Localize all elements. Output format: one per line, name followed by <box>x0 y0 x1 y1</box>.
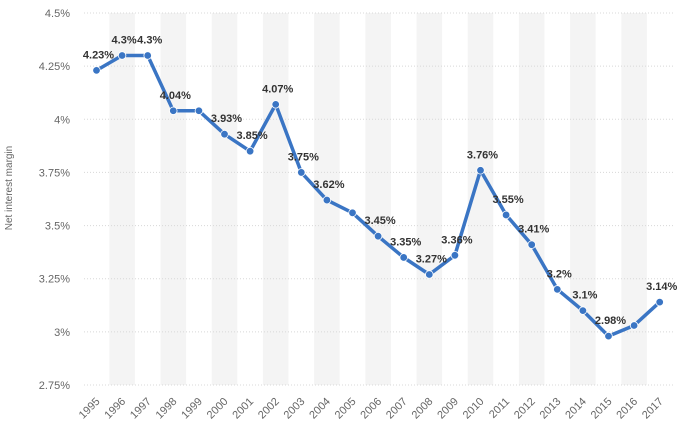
y-tick-label: 3.25% <box>39 274 70 286</box>
x-tick-label: 2010 <box>461 396 487 422</box>
data-label-2004: 3.62% <box>313 179 344 191</box>
x-tick-label: 2011 <box>487 396 512 421</box>
x-tick-label: 2006 <box>358 396 384 422</box>
x-tick-label: 2015 <box>589 396 615 422</box>
data-point-2015 <box>604 331 613 341</box>
x-tick-label: 2003 <box>282 396 308 422</box>
x-tick-label: 2005 <box>333 396 359 422</box>
y-tick-label: 4.25% <box>39 61 70 73</box>
data-label-2000: 3.93% <box>211 113 242 125</box>
data-point-2013 <box>553 285 562 294</box>
x-tick-label: 2014 <box>563 396 589 422</box>
data-point-2003 <box>297 168 306 177</box>
data-label-1998: 4.04% <box>160 90 191 102</box>
data-point-2007 <box>399 253 408 262</box>
data-point-2010 <box>476 166 485 175</box>
x-tick-label: 1997 <box>128 396 154 422</box>
data-label-2006: 3.45% <box>364 215 395 227</box>
data-label-2012: 3.41% <box>518 224 549 236</box>
y-axis-title: Net interest margin <box>4 146 15 230</box>
x-axis-ticks: 1995 1996 1997 1998 1999 2000 2001 2002 2003 2004… <box>77 396 666 422</box>
y-tick-label: 2.75% <box>39 380 70 392</box>
x-tick-label: 2012 <box>512 396 538 422</box>
data-label-2010: 3.76% <box>467 149 498 161</box>
column-band-2000 <box>211 13 238 385</box>
data-point-1999 <box>194 106 204 115</box>
y-tick-label: 4% <box>54 114 70 126</box>
x-tick-label: 2017 <box>640 396 666 422</box>
data-point-2011 <box>501 210 511 220</box>
column-band-1998 <box>160 13 187 385</box>
y-gridlines <box>84 12 674 386</box>
y-tick-label: 3.5% <box>45 221 70 233</box>
x-tick-label: 1998 <box>154 396 180 422</box>
y-tick-label: 3.75% <box>39 167 70 179</box>
data-point-2001 <box>245 146 255 156</box>
data-label-2008: 3.27% <box>416 253 447 265</box>
y-tick-label: 4.5% <box>45 8 70 20</box>
data-point-2016 <box>629 321 639 330</box>
data-label-2015: 2.98% <box>595 315 626 327</box>
column-band-2012 <box>518 13 545 385</box>
x-tick-label: 2009 <box>435 396 461 422</box>
data-point-1997 <box>143 51 152 60</box>
x-tick-label: 1999 <box>179 396 205 422</box>
x-tick-label: 2013 <box>538 396 564 422</box>
data-label-2014: 3.1% <box>572 290 597 302</box>
column-band-1996 <box>109 13 135 385</box>
data-point-2008 <box>425 270 434 279</box>
data-point-1996 <box>117 51 127 60</box>
x-tick-label: 2007 <box>384 396 410 422</box>
column-band-2002 <box>262 13 289 385</box>
data-label-1995: 4.23% <box>83 49 114 61</box>
data-label-2007: 3.35% <box>390 236 421 248</box>
data-point-2006 <box>373 231 383 241</box>
data-point-2005 <box>348 208 357 218</box>
data-label-2017: 3.14% <box>646 281 677 293</box>
data-label-1996: 4.3% <box>112 35 137 47</box>
data-label-2003: 3.75% <box>288 151 319 163</box>
x-tick-label: 2016 <box>614 396 640 422</box>
data-label-1997: 4.3% <box>137 35 162 47</box>
column-band-2006 <box>365 13 391 385</box>
data-label-2009: 3.36% <box>441 234 472 246</box>
data-label-2001: 3.85% <box>236 130 267 142</box>
x-tick-label: 2001 <box>230 396 256 422</box>
y-tick-label: 3% <box>54 327 70 339</box>
data-label-2013: 3.2% <box>547 268 572 280</box>
data-point-2002 <box>271 100 280 109</box>
data-point-2012 <box>527 240 536 249</box>
series-net-interest-margin <box>92 51 664 341</box>
x-tick-label: 2000 <box>205 396 231 422</box>
data-point-2004 <box>322 195 332 205</box>
data-label-2002: 4.07% <box>262 83 293 95</box>
x-tick-label: 1996 <box>102 396 128 422</box>
data-labels: 4.23% 4.3% 4.3% 4.04% 3.93% 3.85% 4.07% 3.75% 3.… <box>83 35 678 328</box>
data-point-2017 <box>655 297 664 307</box>
data-point-2014 <box>578 306 588 315</box>
data-point-1995 <box>92 66 101 75</box>
data-point-1998 <box>169 106 178 115</box>
x-tick-label: 2004 <box>307 396 333 422</box>
x-tick-label: 2002 <box>256 396 282 422</box>
data-point-2009 <box>450 251 460 260</box>
y-axis-ticks: 2.75% 3% 3.25% 3.5% 3.75% 4% 4.25% 4.5% <box>39 8 70 392</box>
column-band-2008 <box>416 13 443 385</box>
x-tick-label: 1995 <box>77 396 103 422</box>
column-band-2014 <box>570 13 596 385</box>
data-label-2011: 3.55% <box>492 194 523 206</box>
data-point-2000 <box>220 129 229 139</box>
column-bands <box>109 13 647 385</box>
x-tick-label: 2008 <box>410 396 436 422</box>
